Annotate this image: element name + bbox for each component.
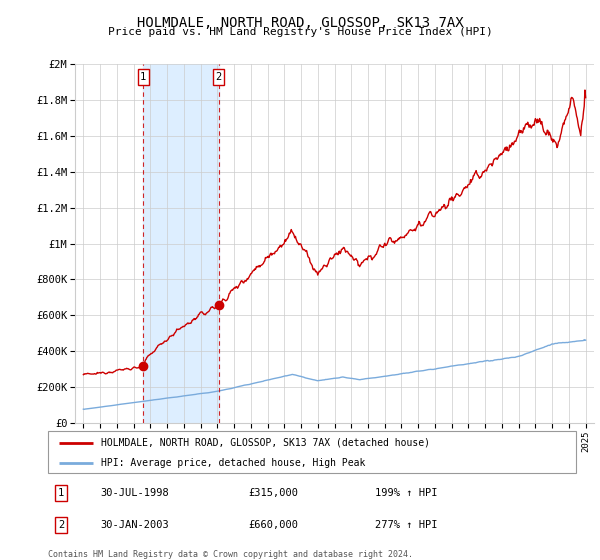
Text: HOLMDALE, NORTH ROAD, GLOSSOP, SK13 7AX (detached house): HOLMDALE, NORTH ROAD, GLOSSOP, SK13 7AX … [101,438,430,448]
Text: 2: 2 [215,72,222,82]
Text: 1: 1 [140,72,146,82]
Text: 30-JAN-2003: 30-JAN-2003 [101,520,170,530]
Text: HOLMDALE, NORTH ROAD, GLOSSOP, SK13 7AX: HOLMDALE, NORTH ROAD, GLOSSOP, SK13 7AX [137,16,463,30]
FancyBboxPatch shape [48,431,576,473]
Text: Price paid vs. HM Land Registry's House Price Index (HPI): Price paid vs. HM Land Registry's House … [107,27,493,37]
Bar [143,64,218,423]
Text: 277% ↑ HPI: 277% ↑ HPI [376,520,438,530]
Text: £315,000: £315,000 [248,488,299,498]
Text: 2: 2 [58,520,64,530]
Text: Contains HM Land Registry data © Crown copyright and database right 2024.
This d: Contains HM Land Registry data © Crown c… [48,550,413,560]
Text: 30-JUL-1998: 30-JUL-1998 [101,488,170,498]
Text: 199% ↑ HPI: 199% ↑ HPI [376,488,438,498]
Text: HPI: Average price, detached house, High Peak: HPI: Average price, detached house, High… [101,458,365,468]
Text: £660,000: £660,000 [248,520,299,530]
Text: 1: 1 [58,488,64,498]
